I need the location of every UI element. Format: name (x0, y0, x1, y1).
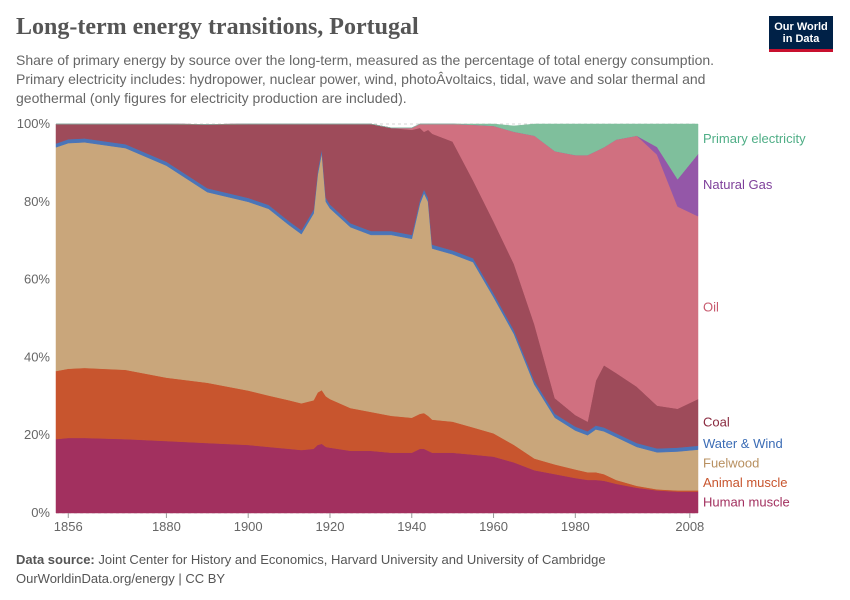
label-water-wind[interactable]: Water & Wind (703, 436, 783, 451)
data-source: Data source: Joint Center for History an… (16, 550, 606, 569)
x-tick-label: 1960 (479, 519, 508, 534)
y-tick-label: 20% (24, 427, 50, 442)
label-oil[interactable]: Oil (703, 300, 719, 315)
x-tick-label: 1980 (561, 519, 590, 534)
y-tick-label: 80% (24, 194, 50, 209)
area-primary-electricity[interactable] (56, 123, 699, 180)
label-fuelwood[interactable]: Fuelwood (703, 455, 759, 470)
label-human-muscle[interactable]: Human muscle (703, 494, 790, 509)
x-tick-label: 1900 (234, 519, 263, 534)
label-coal[interactable]: Coal (703, 414, 730, 429)
x-tick-label: 1880 (152, 519, 181, 534)
footer: Data source: Joint Center for History an… (16, 550, 606, 588)
series-labels: Human muscle Animal muscle Fuelwood Water &… (703, 131, 806, 509)
owid-logo[interactable]: Our World in Data (769, 16, 833, 52)
label-natural-gas[interactable]: Natural Gas (703, 177, 773, 192)
y-tick-label: 0% (31, 505, 50, 520)
x-tick-label: 1920 (316, 519, 345, 534)
y-axis: 0% 20% 40% 60% 80% 100% (17, 116, 51, 520)
label-primary-electricity[interactable]: Primary electricity (703, 131, 806, 146)
y-tick-label: 100% (17, 116, 51, 131)
x-tick-label: 1940 (397, 519, 426, 534)
y-tick-label: 40% (24, 349, 50, 364)
area-series (55, 123, 699, 514)
y-tick-label: 60% (24, 272, 50, 287)
source-label: Data source: (16, 552, 95, 567)
logo-line-2: in Data (782, 33, 820, 45)
chart-title: Long-term energy transitions, Portugal (16, 14, 419, 40)
x-axis: 1856 1880 1900 1920 1940 1960 1980 2008 (54, 513, 704, 534)
source-link[interactable]: OurWorldinData.org/energy | CC BY (16, 571, 226, 586)
logo-line-1: Our World (774, 21, 828, 33)
chart-subtitle: Share of primary energy by source over t… (16, 52, 715, 106)
x-tick-label: 2008 (675, 519, 704, 534)
label-animal-muscle[interactable]: Animal muscle (703, 475, 788, 490)
source-text: Joint Center for History and Economics, … (94, 552, 606, 567)
x-tick-label: 1856 (54, 519, 83, 534)
